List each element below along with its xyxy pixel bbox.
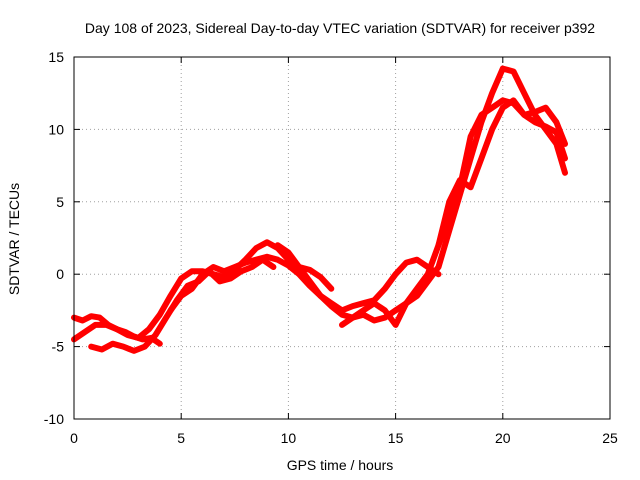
axis-layer: 0 5 10 15 20 25 -10 -5 0 5 10 15 <box>44 49 618 446</box>
x-tick-label-4: 20 <box>495 430 511 446</box>
y-tick-label-5: 15 <box>48 49 64 65</box>
series-layer <box>71 65 568 354</box>
series-line-8 <box>435 97 568 249</box>
chart-title: Day 108 of 2023, Sidereal Day-to-day VTE… <box>85 20 595 36</box>
grid-layer <box>74 57 610 419</box>
series-line-6 <box>339 97 568 328</box>
series-line-5 <box>274 242 442 314</box>
x-tick-label-1: 5 <box>177 430 185 446</box>
y-tick-label-2: 0 <box>56 266 64 282</box>
series-line-7 <box>392 65 568 314</box>
y-tick-label-0: -10 <box>44 411 64 427</box>
x-tick-label-5: 25 <box>602 430 618 446</box>
y-tick-label-3: 5 <box>56 194 64 210</box>
x-tick-label-3: 15 <box>388 430 404 446</box>
y-tick-label-1: -5 <box>52 339 65 355</box>
x-tick-label-0: 0 <box>70 430 78 446</box>
x-tick-label-2: 10 <box>281 430 297 446</box>
y-tick-label-4: 10 <box>48 121 64 137</box>
plot-frame <box>73 56 611 420</box>
y-axis-label: SDTVAR / TECUs <box>6 183 22 295</box>
x-axis-label: GPS time / hours <box>287 457 394 473</box>
